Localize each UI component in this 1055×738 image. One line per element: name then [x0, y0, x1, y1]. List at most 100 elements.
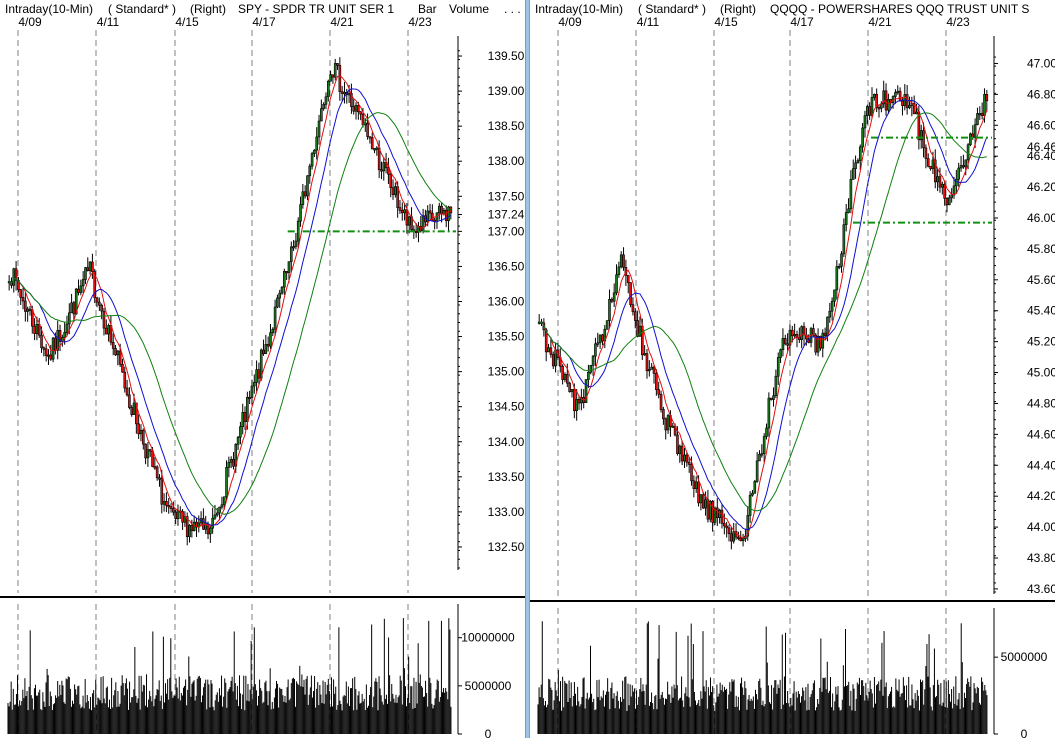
candle — [573, 389, 576, 411]
candle — [793, 334, 796, 337]
candle — [135, 402, 138, 425]
candle — [692, 480, 696, 489]
candles — [7, 57, 453, 546]
candle — [19, 289, 23, 298]
candle — [167, 505, 171, 508]
candle — [870, 97, 874, 116]
candle — [91, 261, 94, 272]
candle — [561, 365, 564, 380]
candle — [741, 538, 745, 541]
candle — [329, 74, 332, 82]
candle — [769, 397, 773, 400]
candle — [24, 300, 27, 312]
chart-header-text: . . . — [504, 2, 521, 16]
candle — [368, 136, 372, 139]
candle — [875, 94, 878, 108]
candle — [225, 467, 228, 498]
candle — [565, 374, 569, 384]
candle — [121, 363, 124, 373]
candle — [308, 165, 312, 177]
candle — [767, 397, 771, 429]
candle — [306, 175, 309, 197]
candle — [12, 268, 16, 286]
candle — [153, 466, 157, 469]
candle — [922, 130, 925, 149]
candle — [169, 506, 173, 509]
candle — [317, 120, 321, 138]
candle — [781, 338, 785, 351]
candle — [887, 99, 890, 111]
candle — [241, 412, 245, 427]
candle — [720, 509, 724, 524]
candle — [294, 240, 298, 247]
candle — [303, 191, 307, 197]
candle — [933, 159, 937, 183]
candle — [718, 509, 721, 518]
price-tick-label: 45.40 — [1027, 304, 1055, 318]
spy-chart[interactable]: Intraday(10-Min) ( Standard* ) (Right) SPY … — [0, 0, 525, 738]
candle — [236, 436, 240, 445]
candle — [176, 510, 180, 520]
price-tick-label: 135.50 — [488, 330, 525, 344]
price-tick-label: 44.00 — [1027, 520, 1055, 534]
candle — [158, 477, 161, 480]
candle — [706, 499, 710, 520]
candle — [65, 323, 69, 333]
candle — [26, 308, 29, 312]
candle — [320, 108, 323, 122]
candle — [49, 354, 53, 360]
candle — [678, 445, 682, 455]
volume-tick-label: 0 — [485, 727, 492, 738]
candle — [144, 443, 147, 459]
candle — [278, 292, 282, 299]
candle — [737, 536, 740, 539]
candle — [821, 332, 825, 349]
candle — [366, 122, 369, 137]
qqqq-chart[interactable]: Intraday(10-Min) ( Standard* ) (Right) QQQQ… — [530, 0, 1055, 738]
candle — [847, 208, 850, 213]
candle — [188, 525, 191, 538]
pane-splitter[interactable] — [525, 0, 530, 738]
date-label: 4/21 — [330, 15, 354, 29]
candle — [816, 335, 820, 353]
candle — [84, 267, 87, 280]
price-tick-label: 46.46 — [1027, 140, 1055, 154]
date-label: 4/17 — [252, 15, 276, 29]
price-tick-label: 44.20 — [1027, 489, 1055, 503]
candle — [239, 426, 242, 438]
candle — [952, 185, 956, 196]
candle — [730, 533, 733, 542]
candle — [584, 379, 588, 403]
candle — [725, 525, 728, 529]
candle — [125, 387, 129, 396]
candle — [389, 173, 393, 188]
candle — [929, 165, 932, 169]
candle — [594, 343, 597, 357]
candle — [132, 402, 136, 415]
candle — [359, 111, 362, 115]
candle — [983, 94, 986, 117]
candle — [102, 310, 106, 329]
candle — [980, 113, 984, 117]
candle — [128, 394, 131, 408]
candle — [72, 302, 76, 315]
candle — [343, 92, 346, 95]
candle — [428, 210, 432, 214]
chart-header-text: Intraday(10-Min) — [5, 2, 93, 16]
candle — [44, 348, 48, 356]
candle — [437, 205, 441, 214]
candle — [35, 323, 39, 334]
candle — [655, 373, 658, 390]
price-tick-label: 137.24 — [488, 208, 525, 222]
candle — [299, 204, 302, 222]
candle — [844, 212, 848, 226]
candle — [765, 427, 768, 437]
candle — [405, 209, 409, 226]
candle — [776, 357, 780, 377]
candle — [894, 92, 897, 97]
candle — [54, 337, 57, 351]
candle — [116, 350, 120, 356]
candle — [232, 459, 235, 467]
candle — [856, 160, 860, 164]
candle — [310, 153, 314, 167]
